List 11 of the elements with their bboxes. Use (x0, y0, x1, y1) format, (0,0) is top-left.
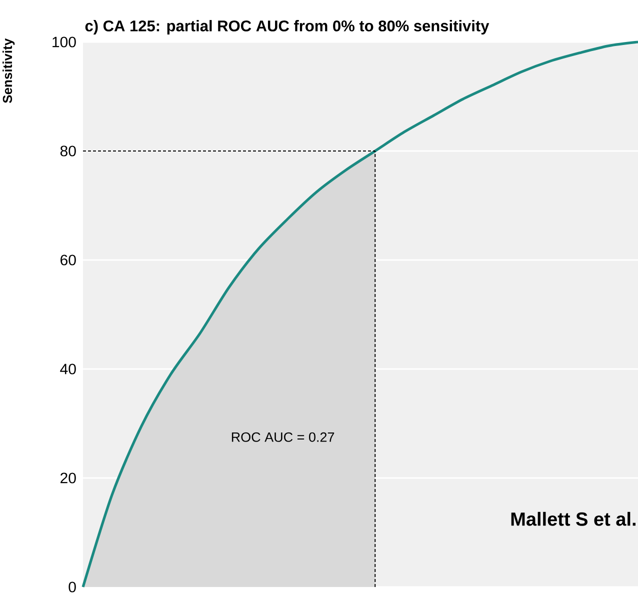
y-axis-title: Sensitivity (2, 38, 15, 103)
y-tick-label: 100 (52, 36, 76, 48)
y-tick-label: 0 (68, 582, 76, 592)
line-series (82, 40, 638, 588)
y-tick-label: 80 (60, 146, 76, 156)
y-tick-label: 20 (60, 472, 76, 484)
y-tick-label: 60 (60, 254, 76, 266)
annotation: Mallett S et al. (511, 512, 636, 526)
y-tick-label: 40 (60, 364, 76, 374)
annotation: ROC AUC = 0.27 (232, 432, 334, 442)
chart-title: c) CA 125: partial ROC AUC from 0% to 80% sensitivity (85, 20, 490, 34)
